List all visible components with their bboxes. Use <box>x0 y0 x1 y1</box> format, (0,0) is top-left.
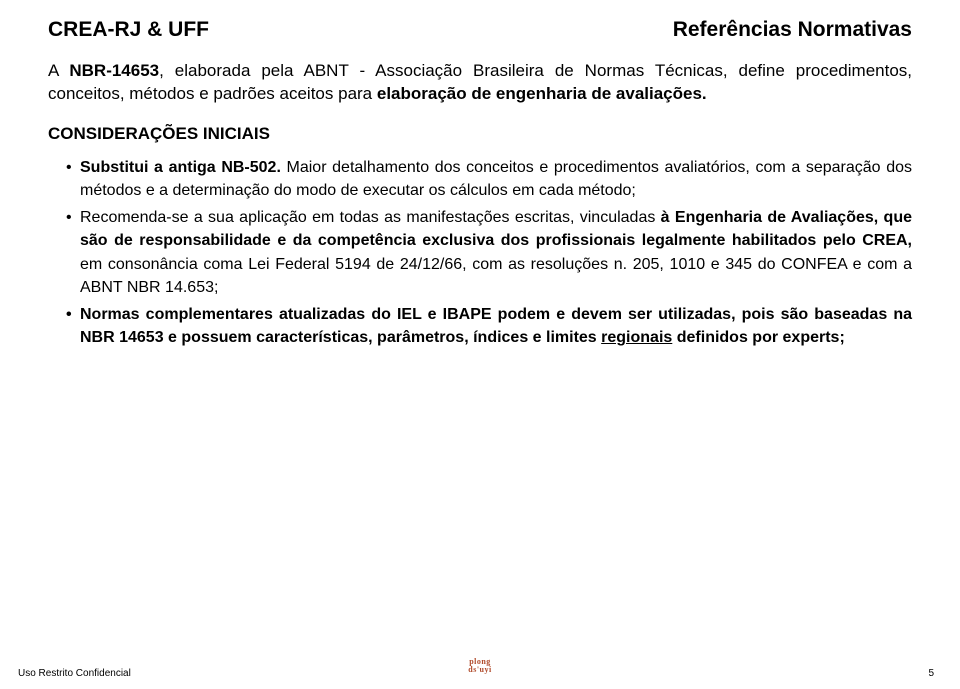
bullet-2-post: em consonância coma Lei Federal 5194 de … <box>80 256 912 296</box>
bullet-item: Substitui a antiga NB-502. Maior detalha… <box>66 156 912 202</box>
intro-prefix: A <box>48 61 69 80</box>
header: CREA-RJ & UFF Referências Normativas <box>48 18 912 42</box>
bullet-3-tail: definidos por experts; <box>672 329 844 346</box>
header-left: CREA-RJ & UFF <box>48 18 209 42</box>
bullet-1-bold: Substitui a antiga NB-502. <box>80 159 281 176</box>
bullet-list: Substitui a antiga NB-502. Maior detalha… <box>48 156 912 350</box>
bullet-3-underline: regionais <box>601 329 672 346</box>
bullet-2-pre: Recomenda-se a sua aplicação em todas as… <box>80 209 661 226</box>
footer-left: Uso Restrito Confidencial <box>18 668 131 679</box>
header-right: Referências Normativas <box>673 18 912 42</box>
logo-line2: ds'uyi <box>468 666 491 674</box>
intro-norm: NBR-14653 <box>69 61 159 80</box>
footer-logo: plong ds'uyi <box>462 653 498 679</box>
intro-tail: elaboração de engenharia de avaliações. <box>377 84 707 103</box>
footer-page-number: 5 <box>928 668 934 679</box>
bullet-item: Recomenda-se a sua aplicação em todas as… <box>66 206 912 299</box>
subheading: CONSIDERAÇÕES INICIAIS <box>48 124 912 144</box>
bullet-item: Normas complementares atualizadas do IEL… <box>66 303 912 349</box>
intro-paragraph: A NBR-14653, elaborada pela ABNT - Assoc… <box>48 60 912 106</box>
